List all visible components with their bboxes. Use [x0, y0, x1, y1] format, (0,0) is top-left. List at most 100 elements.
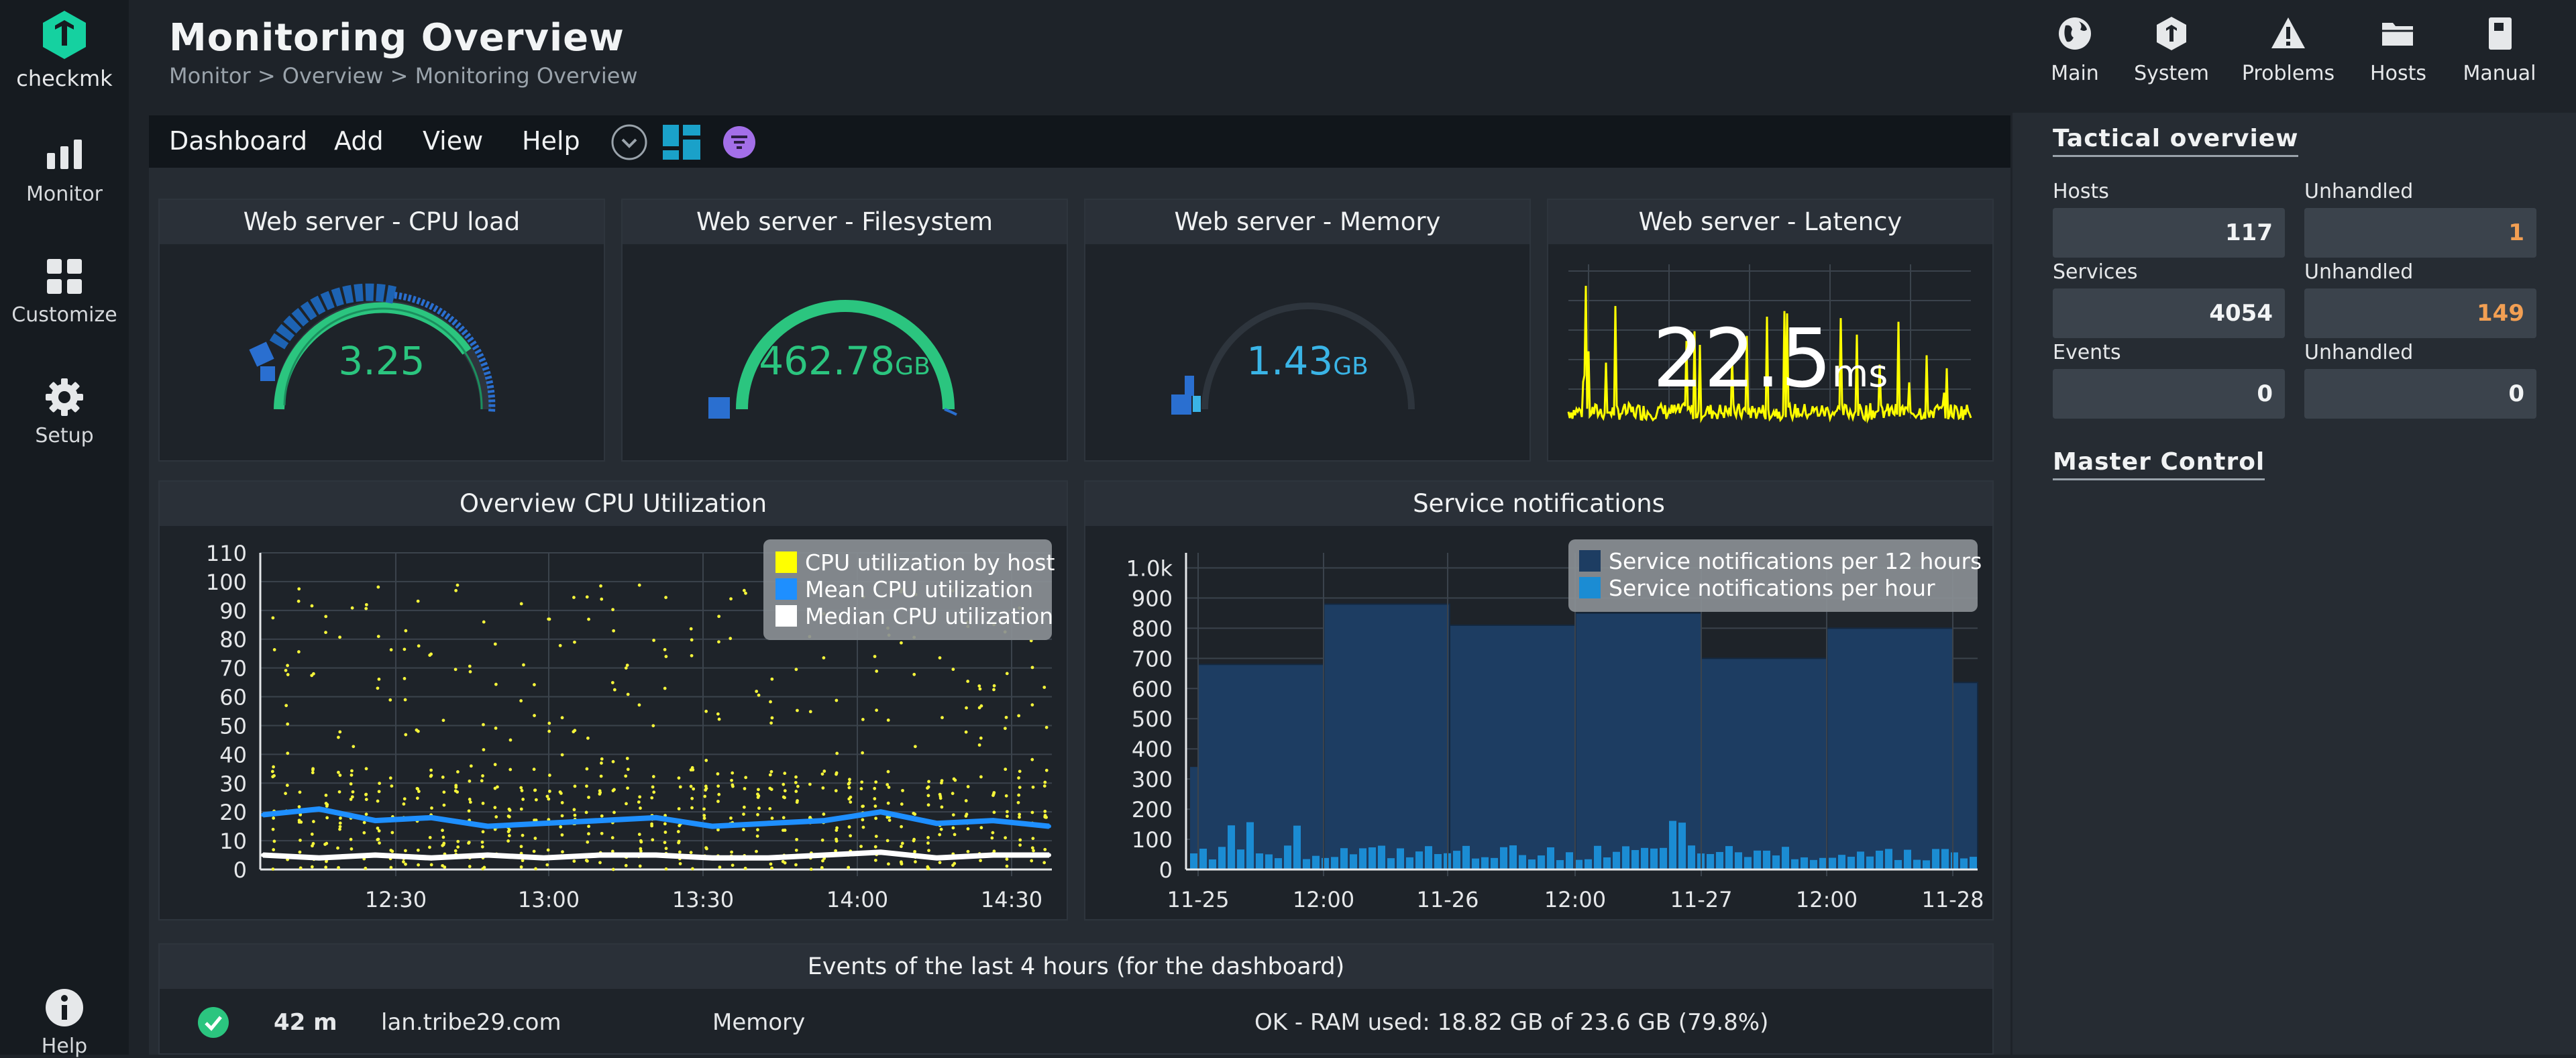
- nav-item-monitor[interactable]: Monitor: [0, 134, 129, 206]
- dashlet-title: Web server - Latency: [1548, 200, 1992, 244]
- cpu-ytick-label: 90: [219, 598, 247, 624]
- tac-events-unhandled[interactable]: 0: [2304, 369, 2536, 419]
- tac-hosts-count[interactable]: 117: [2053, 208, 2285, 258]
- shortcut-label: Problems: [2241, 62, 2335, 85]
- ok-status-icon: [198, 1007, 229, 1038]
- nav-item-help[interactable]: Help: [0, 986, 129, 1058]
- event-service[interactable]: Memory: [712, 1009, 806, 1036]
- cpu-xtick-label: 13:00: [518, 887, 580, 912]
- nav-item-label: Customize: [11, 303, 117, 327]
- shortcut-hosts[interactable]: Hosts: [2348, 15, 2449, 85]
- notif-ytick-label: 300: [1132, 767, 1173, 792]
- legend-swatch: [775, 605, 797, 627]
- dashlet-cpu-load[interactable]: Web server - CPU load 3.25: [158, 199, 605, 462]
- memory-number: 1.43: [1246, 338, 1334, 384]
- menu-view[interactable]: View: [423, 126, 484, 156]
- notif-xtick-label: 11-26: [1417, 887, 1479, 912]
- cpu-xtick-label: 14:00: [826, 887, 888, 912]
- notif-ytick-label: 1.0k: [1126, 556, 1173, 581]
- cpu-series-point: [261, 853, 265, 857]
- dashboard-area: Web server - CPU load 3.25 Web server - …: [149, 168, 2010, 1055]
- filter-icon[interactable]: [720, 123, 758, 161]
- event-host[interactable]: lan.tribe29.com: [381, 1009, 561, 1036]
- notif-ytick-label: 100: [1132, 827, 1173, 853]
- legend-swatch: [775, 578, 797, 600]
- filesystem-value: 462.78GB: [623, 338, 1067, 384]
- dashlet-title: Web server - Memory: [1085, 200, 1529, 244]
- cpu-series-point: [1047, 824, 1051, 829]
- warning-icon: [2271, 17, 2305, 48]
- shortcut-label: Main: [2051, 62, 2099, 85]
- checkmk-logo-icon: [43, 11, 86, 59]
- chevron-down-icon[interactable]: [610, 123, 648, 161]
- shortcut-problems[interactable]: Problems: [2238, 15, 2339, 85]
- tac-label-unhandled: Unhandled: [2304, 341, 2414, 364]
- memory-gauge: [1171, 303, 1415, 415]
- dashlet-title: Web server - Filesystem: [623, 200, 1067, 244]
- nav-item-customize[interactable]: Customize: [0, 255, 129, 327]
- menu-help[interactable]: Help: [522, 126, 580, 156]
- cpu-ytick-label: 110: [206, 541, 247, 566]
- tactical-overview-title[interactable]: Tactical overview: [2053, 125, 2299, 157]
- notif-xtick-label: 12:00: [1796, 887, 1858, 912]
- monitor-icon: [47, 140, 82, 169]
- notif-ytick-label: 700: [1132, 646, 1173, 672]
- legend-label: CPU utilization by host: [805, 549, 1055, 576]
- dashlet-latency[interactable]: Web server - Latency 22.5ms: [1547, 199, 1994, 462]
- menu-add[interactable]: Add: [334, 126, 384, 156]
- event-row[interactable]: 42 m lan.tribe29.com Memory OK - RAM use…: [173, 992, 1991, 1052]
- cpu-series-point: [598, 853, 602, 857]
- cpu-ytick-label: 70: [219, 656, 247, 682]
- notif-ytick-label: 500: [1132, 706, 1173, 732]
- tac-hosts-unhandled[interactable]: 1: [2304, 208, 2536, 258]
- latency-sparkline: [1567, 264, 1972, 424]
- legend-label: Mean CPU utilization: [805, 576, 1033, 602]
- menu-dashboard[interactable]: Dashboard: [169, 126, 308, 156]
- shortcut-manual[interactable]: Manual: [2449, 15, 2550, 85]
- tac-events-count[interactable]: 0: [2053, 369, 2285, 419]
- latency-number: 22.5: [1652, 313, 1832, 406]
- cpu-ytick-label: 10: [219, 829, 247, 854]
- shortcut-label: System: [2134, 62, 2209, 85]
- system-icon: [2157, 17, 2186, 50]
- dashlet-events[interactable]: Events of the last 4 hours (for the dash…: [158, 943, 1994, 1055]
- memory-unit: GB: [1333, 353, 1368, 380]
- cpu-series-point: [766, 821, 771, 826]
- cpu-series-point: [991, 853, 996, 857]
- shortcut-main[interactable]: Main: [2025, 15, 2125, 85]
- legend-label: Service notifications per hour: [1609, 575, 1935, 601]
- dashlet-memory[interactable]: Web server - Memory 1.43GB: [1084, 199, 1531, 462]
- cpu-series-point: [373, 818, 378, 823]
- cpu-ytick-label: 50: [219, 713, 247, 739]
- cpu-ytick-label: 60: [219, 685, 247, 710]
- page-header: Monitoring Overview Monitor > Overview >…: [129, 0, 2014, 107]
- dashboard-layout-icon[interactable]: [661, 123, 702, 161]
- shortcut-system[interactable]: System: [2121, 15, 2222, 85]
- notif-12h-bar: [1826, 627, 1953, 870]
- nav-item-setup[interactable]: Setup: [0, 376, 129, 447]
- tac-label-unhandled: Unhandled: [2304, 260, 2414, 284]
- cpu-ytick-label: 0: [233, 857, 247, 883]
- cpu-series-point: [654, 815, 658, 820]
- book-icon: [2489, 17, 2512, 50]
- tac-services-count[interactable]: 4054: [2053, 288, 2285, 338]
- dashlet-cpu-utilization[interactable]: Overview CPU Utilization 110 100 90 80 70 60 5…: [158, 480, 1068, 920]
- tac-services-unhandled[interactable]: 149: [2304, 288, 2536, 338]
- cpu-series-point: [317, 806, 321, 811]
- shortcut-label: Hosts: [2370, 62, 2426, 85]
- checkmk-logo[interactable]: checkmk: [0, 8, 129, 91]
- master-control-title[interactable]: Master Control: [2053, 448, 2265, 480]
- sidebar-shortcuts: Main System Problems Hosts: [2012, 0, 2576, 113]
- dashlet-filesystem[interactable]: Web server - Filesystem 462.78GB: [621, 199, 1068, 462]
- dashlet-service-notifications[interactable]: Service notifications 1.0k 900 800 700 600 50…: [1084, 480, 1994, 920]
- dashboard-menubar: Dashboard Add View Help: [149, 115, 2010, 168]
- legend-swatch: [1579, 550, 1601, 572]
- notif-xtick-label: 12:00: [1544, 887, 1606, 912]
- cpu-series-point: [822, 818, 827, 823]
- cpu-series-point: [710, 855, 714, 860]
- info-icon: [46, 989, 83, 1026]
- breadcrumb[interactable]: Monitor > Overview > Monitoring Overview: [169, 63, 638, 89]
- shortcut-label: Manual: [2463, 62, 2536, 85]
